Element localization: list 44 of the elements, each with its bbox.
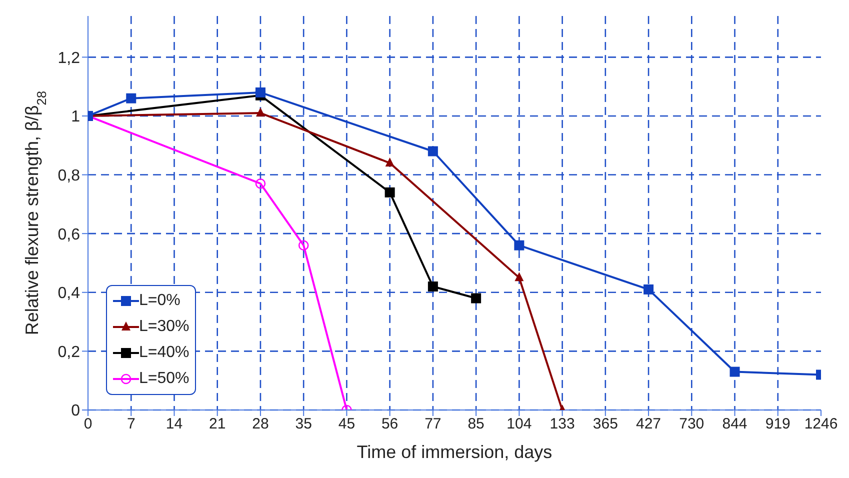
point	[471, 293, 482, 304]
point	[428, 146, 438, 156]
point	[384, 187, 395, 198]
x-tick-label: 56	[381, 416, 398, 433]
x-tick-label: 0	[84, 416, 92, 433]
legend-label: L=0%	[139, 291, 180, 311]
x-tick-label: 21	[209, 416, 226, 433]
x-tick-label: 14	[166, 416, 183, 433]
y-tick-label: 1,2	[58, 50, 80, 67]
y-tick-label: 0,6	[58, 226, 80, 244]
y-tick-label: 0,4	[58, 285, 80, 302]
point	[256, 108, 265, 117]
x-tick-label: 427	[636, 416, 662, 433]
legend-label: L=50%	[139, 369, 190, 389]
y-tick-label: 0	[71, 402, 80, 420]
point	[298, 240, 309, 250]
legend-label: L=30%	[139, 317, 190, 337]
y-tick-label: 0,8	[58, 167, 80, 184]
point	[644, 284, 654, 294]
x-tick-label: 844	[722, 416, 748, 433]
point	[730, 366, 740, 377]
point	[126, 93, 136, 104]
x-tick-label: 1246	[804, 416, 838, 433]
x-tick-label: 77	[424, 416, 442, 433]
point	[428, 282, 438, 292]
point	[514, 272, 524, 282]
x-tick-label: 45	[338, 416, 356, 433]
legend-label: L=40%	[139, 343, 190, 363]
x-tick-label: 7	[126, 416, 136, 433]
x-tick-label: 365	[592, 416, 618, 433]
x-tick-label: 35	[295, 416, 312, 433]
point	[385, 158, 394, 167]
x-tick-label: 85	[468, 416, 484, 433]
x-tick-label: 919	[765, 416, 790, 433]
x-tick-label: 133	[550, 416, 575, 433]
point	[255, 87, 266, 98]
x-tick-label: 28	[252, 416, 269, 433]
y-tick-label: 0,2	[58, 344, 80, 361]
x-tick-label: 730	[679, 416, 704, 433]
point	[514, 240, 524, 250]
point	[255, 178, 266, 189]
y-tick-label: 1	[71, 108, 80, 126]
x-tick-label: 104	[506, 416, 532, 433]
x-axis-title: Time of immersion, days	[356, 442, 552, 462]
